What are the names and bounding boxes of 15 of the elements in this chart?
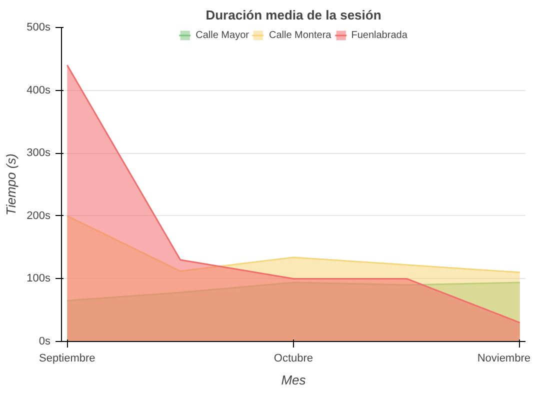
legend-label: Calle Montera: [268, 30, 332, 40]
y-tick-label: 100s: [26, 272, 51, 285]
x-tick-label: Septiembre: [39, 352, 96, 364]
legend-label: Fuenlabrada: [351, 30, 408, 40]
legend-label: Calle Mayor: [196, 30, 249, 40]
x-tick-label: Noviembre: [477, 352, 531, 364]
y-tick-label: 400s: [26, 84, 51, 96]
chart-title: Duración media de la sesión: [206, 8, 382, 22]
y-tick-label: 0s: [38, 336, 51, 348]
x-tick-label: Octubre: [274, 352, 314, 364]
x-axis-title: Mes: [281, 372, 306, 388]
y-tick-label: 200s: [26, 210, 51, 222]
y-tick-label: 500s: [26, 22, 51, 34]
y-tick-label: 300s: [26, 147, 51, 160]
y-axis-title: Tiempo (s): [4, 153, 19, 216]
